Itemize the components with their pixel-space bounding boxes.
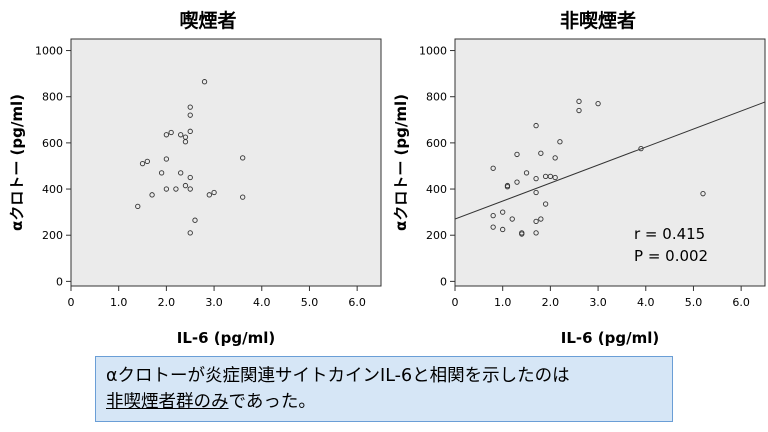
- data-point: [139, 161, 146, 167]
- regression-line: [455, 101, 765, 220]
- data-point: [158, 170, 165, 176]
- caption-rest-text: であった。: [228, 392, 316, 412]
- data-point: [187, 104, 193, 110]
- data-point: [533, 230, 539, 236]
- data-point: [519, 230, 525, 236]
- x-tick-label: 0: [452, 296, 459, 309]
- data-point: [547, 173, 554, 180]
- y-tick-label: 1000: [35, 45, 63, 58]
- data-point: [163, 132, 170, 138]
- y-tick-label: 800: [426, 91, 447, 104]
- x-tick-label: 6.0: [732, 296, 750, 309]
- data-point: [490, 165, 496, 171]
- data-point: [149, 192, 155, 198]
- caption-line-2: 非喫煙者群のみであった。: [106, 389, 662, 415]
- x-tick-label: 6.0: [348, 296, 366, 309]
- chart-title-smokers: 喫煙者: [179, 10, 237, 32]
- data-point: [504, 182, 511, 189]
- data-point: [163, 186, 170, 192]
- data-point: [490, 224, 496, 230]
- data-point: [557, 139, 563, 145]
- data-point: [187, 230, 193, 236]
- x-tick-label: 4.0: [253, 296, 271, 309]
- data-point: [533, 218, 539, 225]
- data-point: [206, 192, 212, 198]
- data-point: [144, 158, 150, 164]
- data-point: [182, 182, 189, 189]
- y-tick-label: 200: [426, 229, 447, 242]
- x-tick-label: 0: [68, 296, 75, 309]
- data-point: [576, 107, 582, 114]
- data-point: [182, 134, 189, 140]
- conclusion-caption: αクロトーが炎症関連サイトカインIL-6と相関を示したのは 非喫煙者群のみであっ…: [95, 356, 673, 422]
- data-point: [538, 216, 544, 222]
- data-point: [533, 189, 539, 196]
- data-point: [187, 174, 193, 181]
- data-point: [178, 132, 184, 138]
- data-point: [187, 128, 193, 134]
- x-tick-label: 2.0: [158, 296, 176, 309]
- data-point: [638, 145, 644, 152]
- y-tick-label: 400: [42, 183, 63, 196]
- data-point: [533, 122, 539, 129]
- x-tick-label: 3.0: [205, 296, 223, 309]
- caption-underlined-text: 非喫煙者群のみ: [106, 392, 229, 412]
- x-tick-label: 4.0: [637, 296, 655, 309]
- data-point: [523, 170, 530, 176]
- y-axis-label: αクロトー (pg/ml): [8, 94, 26, 231]
- data-point: [201, 79, 208, 85]
- data-point: [533, 176, 539, 182]
- x-axis-label: IL-6 (pg/ml): [177, 329, 275, 347]
- data-point: [552, 174, 558, 181]
- data-point: [187, 112, 193, 118]
- data-point: [514, 179, 520, 185]
- y-tick-label: 0: [56, 275, 63, 288]
- stat-annotation: r = 0.415: [634, 225, 705, 243]
- data-point: [552, 155, 558, 161]
- data-point: [211, 189, 217, 196]
- data-point: [576, 98, 582, 104]
- stat-annotation: P = 0.002: [634, 247, 708, 265]
- x-tick-label: 5.0: [301, 296, 319, 309]
- data-point: [173, 186, 179, 192]
- scatter-plot-nonsmokers: 0 200 400 600 800 1000 0 1.0 2.0 3.0 4.0 5.0 6.0 IL-6…: [392, 38, 766, 347]
- data-point: [500, 226, 506, 233]
- data-point: [538, 150, 544, 156]
- data-point: [192, 217, 198, 223]
- data-point: [595, 100, 601, 107]
- data-point: [514, 151, 520, 158]
- x-tick-label: 3.0: [589, 296, 607, 309]
- data-point: [240, 194, 246, 200]
- caption-line-1: αクロトーが炎症関連サイトカインIL-6と相関を示したのは: [106, 366, 570, 386]
- x-axis-label: IL-6 (pg/ml): [561, 329, 659, 347]
- y-tick-label: 400: [426, 183, 447, 196]
- data-point: [163, 156, 170, 162]
- y-axis-label: αクロトー (pg/ml): [392, 94, 410, 231]
- data-point: [135, 203, 141, 210]
- y-tick-label: 200: [42, 229, 63, 242]
- y-tick-label: 0: [440, 275, 447, 288]
- x-tick-label: 2.0: [542, 296, 560, 309]
- data-point: [187, 186, 193, 192]
- data-point: [240, 155, 246, 161]
- plot-area: [454, 38, 766, 287]
- y-tick-label: 600: [426, 137, 447, 150]
- data-point: [178, 170, 184, 176]
- x-tick-label: 5.0: [685, 296, 703, 309]
- x-tick-label: 1.0: [110, 296, 128, 309]
- y-tick-label: 600: [42, 137, 63, 150]
- data-point: [500, 209, 506, 215]
- data-point: [509, 216, 515, 222]
- y-tick-label: 800: [42, 91, 63, 104]
- x-tick-label: 1.0: [494, 296, 512, 309]
- data-point: [700, 191, 706, 197]
- plot-area: [70, 38, 382, 287]
- y-tick-label: 1000: [419, 45, 447, 58]
- data-point: [542, 201, 549, 207]
- scatter-plot-smokers: 0 200 400 600 800 1000 0 1.0 2.0 3.0 4.0 5.0 6.0 IL-6…: [8, 38, 382, 347]
- data-point: [168, 129, 174, 136]
- data-point: [490, 212, 496, 219]
- chart-title-nonsmokers: 非喫煙者: [559, 10, 636, 32]
